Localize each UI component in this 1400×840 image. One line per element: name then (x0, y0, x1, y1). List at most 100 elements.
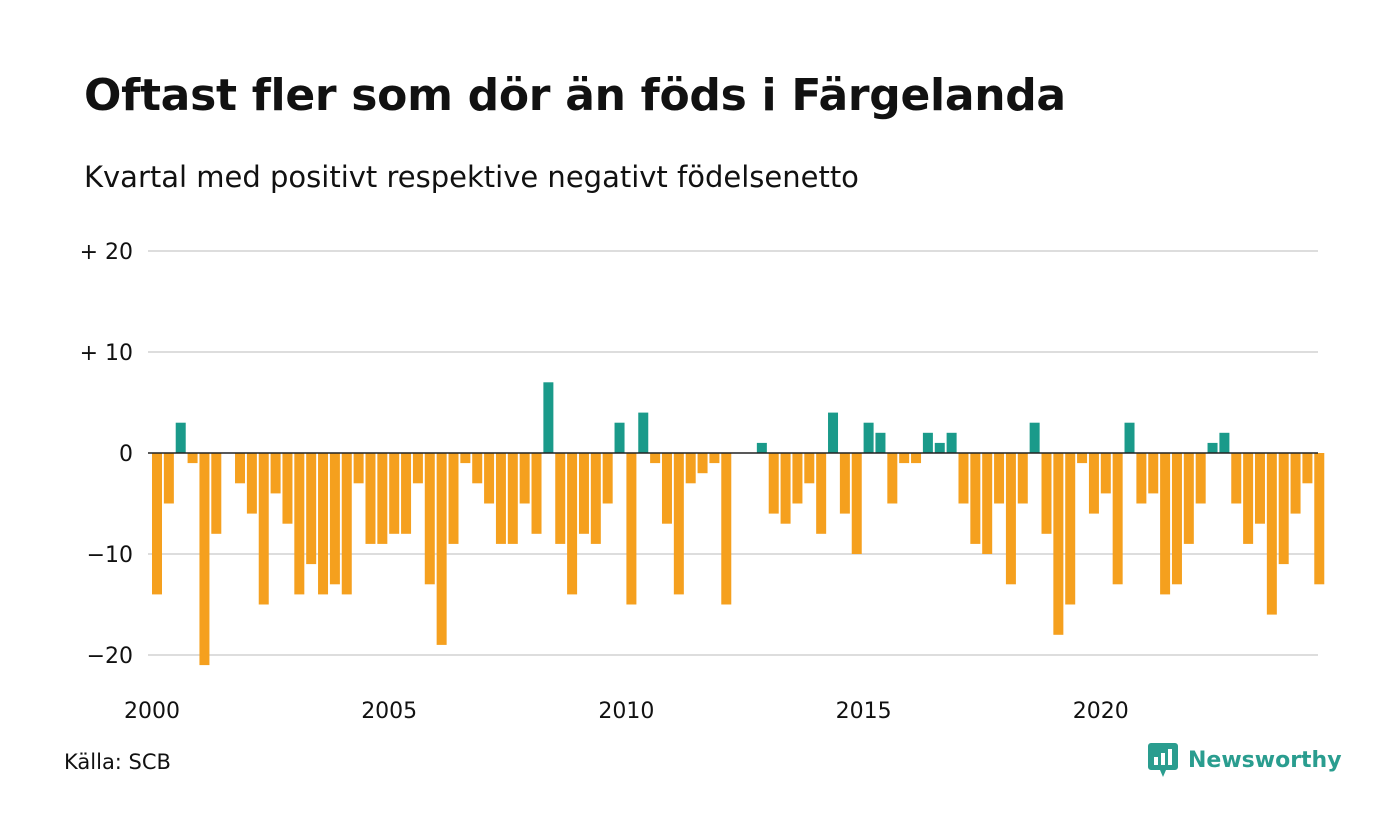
bar-negative (1005, 453, 1016, 585)
bar-negative (199, 453, 210, 666)
y-tick-label: 0 (119, 442, 133, 467)
bar-negative (1302, 453, 1313, 484)
bar-negative (1088, 453, 1099, 514)
bar-negative (685, 453, 696, 484)
bar-negative (804, 453, 815, 484)
bar-negative (709, 453, 720, 464)
bar-negative (246, 453, 257, 514)
bar-positive (934, 442, 945, 453)
bar-negative (911, 453, 922, 464)
bar-positive (828, 412, 839, 453)
bar-negative (1231, 453, 1242, 504)
x-tick-label: 2015 (836, 699, 892, 724)
x-tick-label: 2020 (1073, 699, 1129, 724)
bar-negative (626, 453, 637, 605)
y-tick-label: −10 (87, 543, 133, 568)
bar-positive (614, 422, 625, 453)
bar-negative (1243, 453, 1254, 544)
bar-negative (152, 453, 162, 595)
bar-positive (922, 432, 933, 453)
bar-negative (958, 453, 969, 504)
newsworthy-icon (1148, 743, 1178, 777)
bar-negative (1183, 453, 1194, 544)
bar-negative (792, 453, 803, 504)
y-tick-label: −20 (87, 644, 133, 669)
bar-negative (1053, 453, 1064, 635)
bar-negative (970, 453, 981, 544)
bar-negative (768, 453, 779, 514)
bar-negative (602, 453, 613, 504)
bar-negative (235, 453, 246, 484)
chart-subtitle: Kvartal med positivt respektive negativt… (84, 160, 859, 194)
bar-negative (567, 453, 578, 595)
bar-negative (982, 453, 993, 554)
bar-negative (294, 453, 305, 595)
bar-positive (638, 412, 649, 453)
bar-negative (839, 453, 850, 514)
bar-negative (389, 453, 400, 534)
bar-negative (424, 453, 435, 585)
bar-negative (1136, 453, 1147, 504)
chart-title: Oftast fler som dör än föds i Färgelanda (84, 70, 1066, 121)
bar-negative (1017, 453, 1028, 504)
bar-negative (258, 453, 269, 605)
bar-negative (578, 453, 589, 534)
bar-negative (994, 453, 1005, 504)
bar-negative (1065, 453, 1076, 605)
bar-positive (756, 442, 767, 453)
y-tick-label: + 20 (80, 240, 133, 265)
source-note: Källa: SCB (64, 750, 171, 774)
bar-negative (1314, 453, 1325, 585)
bar-negative (377, 453, 388, 544)
bar-negative (1171, 453, 1182, 585)
bar-negative (887, 453, 898, 504)
bar-negative (899, 453, 910, 464)
bar-negative (329, 453, 340, 585)
bar-negative (448, 453, 459, 544)
bar-negative (531, 453, 542, 534)
bar-negative (816, 453, 827, 534)
bar-negative (851, 453, 862, 554)
newsworthy-logo: Newsworthy (1148, 742, 1342, 778)
bar-negative (1266, 453, 1277, 615)
bar-negative (1112, 453, 1123, 585)
bar-negative (650, 453, 661, 464)
bar-negative (460, 453, 471, 464)
bar-negative (507, 453, 518, 544)
bar-negative (1160, 453, 1171, 595)
bar-negative (163, 453, 174, 504)
bar-negative (412, 453, 423, 484)
bar-negative (484, 453, 495, 504)
brand-name: Newsworthy (1188, 747, 1342, 773)
bar-negative (1195, 453, 1206, 504)
bar-negative (306, 453, 317, 565)
bar-negative (721, 453, 732, 605)
bar-negative (590, 453, 601, 544)
bar-negative (353, 453, 364, 484)
bar-negative (780, 453, 791, 524)
bar-negative (495, 453, 506, 544)
bar-positive (875, 432, 886, 453)
bar-positive (863, 422, 874, 453)
bar-negative (555, 453, 566, 544)
bar-negative (401, 453, 412, 534)
bar-negative (270, 453, 281, 494)
bar-negative (187, 453, 198, 464)
bar-negative (211, 453, 222, 534)
bar-negative (1100, 453, 1111, 494)
bar-negative (1077, 453, 1088, 464)
bar-positive (1124, 422, 1135, 453)
bar-positive (946, 432, 957, 453)
bar-chart: + 20 + 10 0 −10 −20 2000 2005 2010 2015 2020 (80, 240, 1325, 724)
bar-negative (318, 453, 329, 595)
bar-positive (1219, 432, 1230, 453)
bar-negative (365, 453, 376, 544)
bar-negative (697, 453, 708, 474)
bar-negative (519, 453, 530, 504)
bar-positive (1029, 422, 1040, 453)
bar-negative (1290, 453, 1301, 514)
x-tick-label: 2005 (361, 699, 417, 724)
bar-negative (472, 453, 483, 484)
bar-negative (282, 453, 293, 524)
bar-negative (661, 453, 672, 524)
